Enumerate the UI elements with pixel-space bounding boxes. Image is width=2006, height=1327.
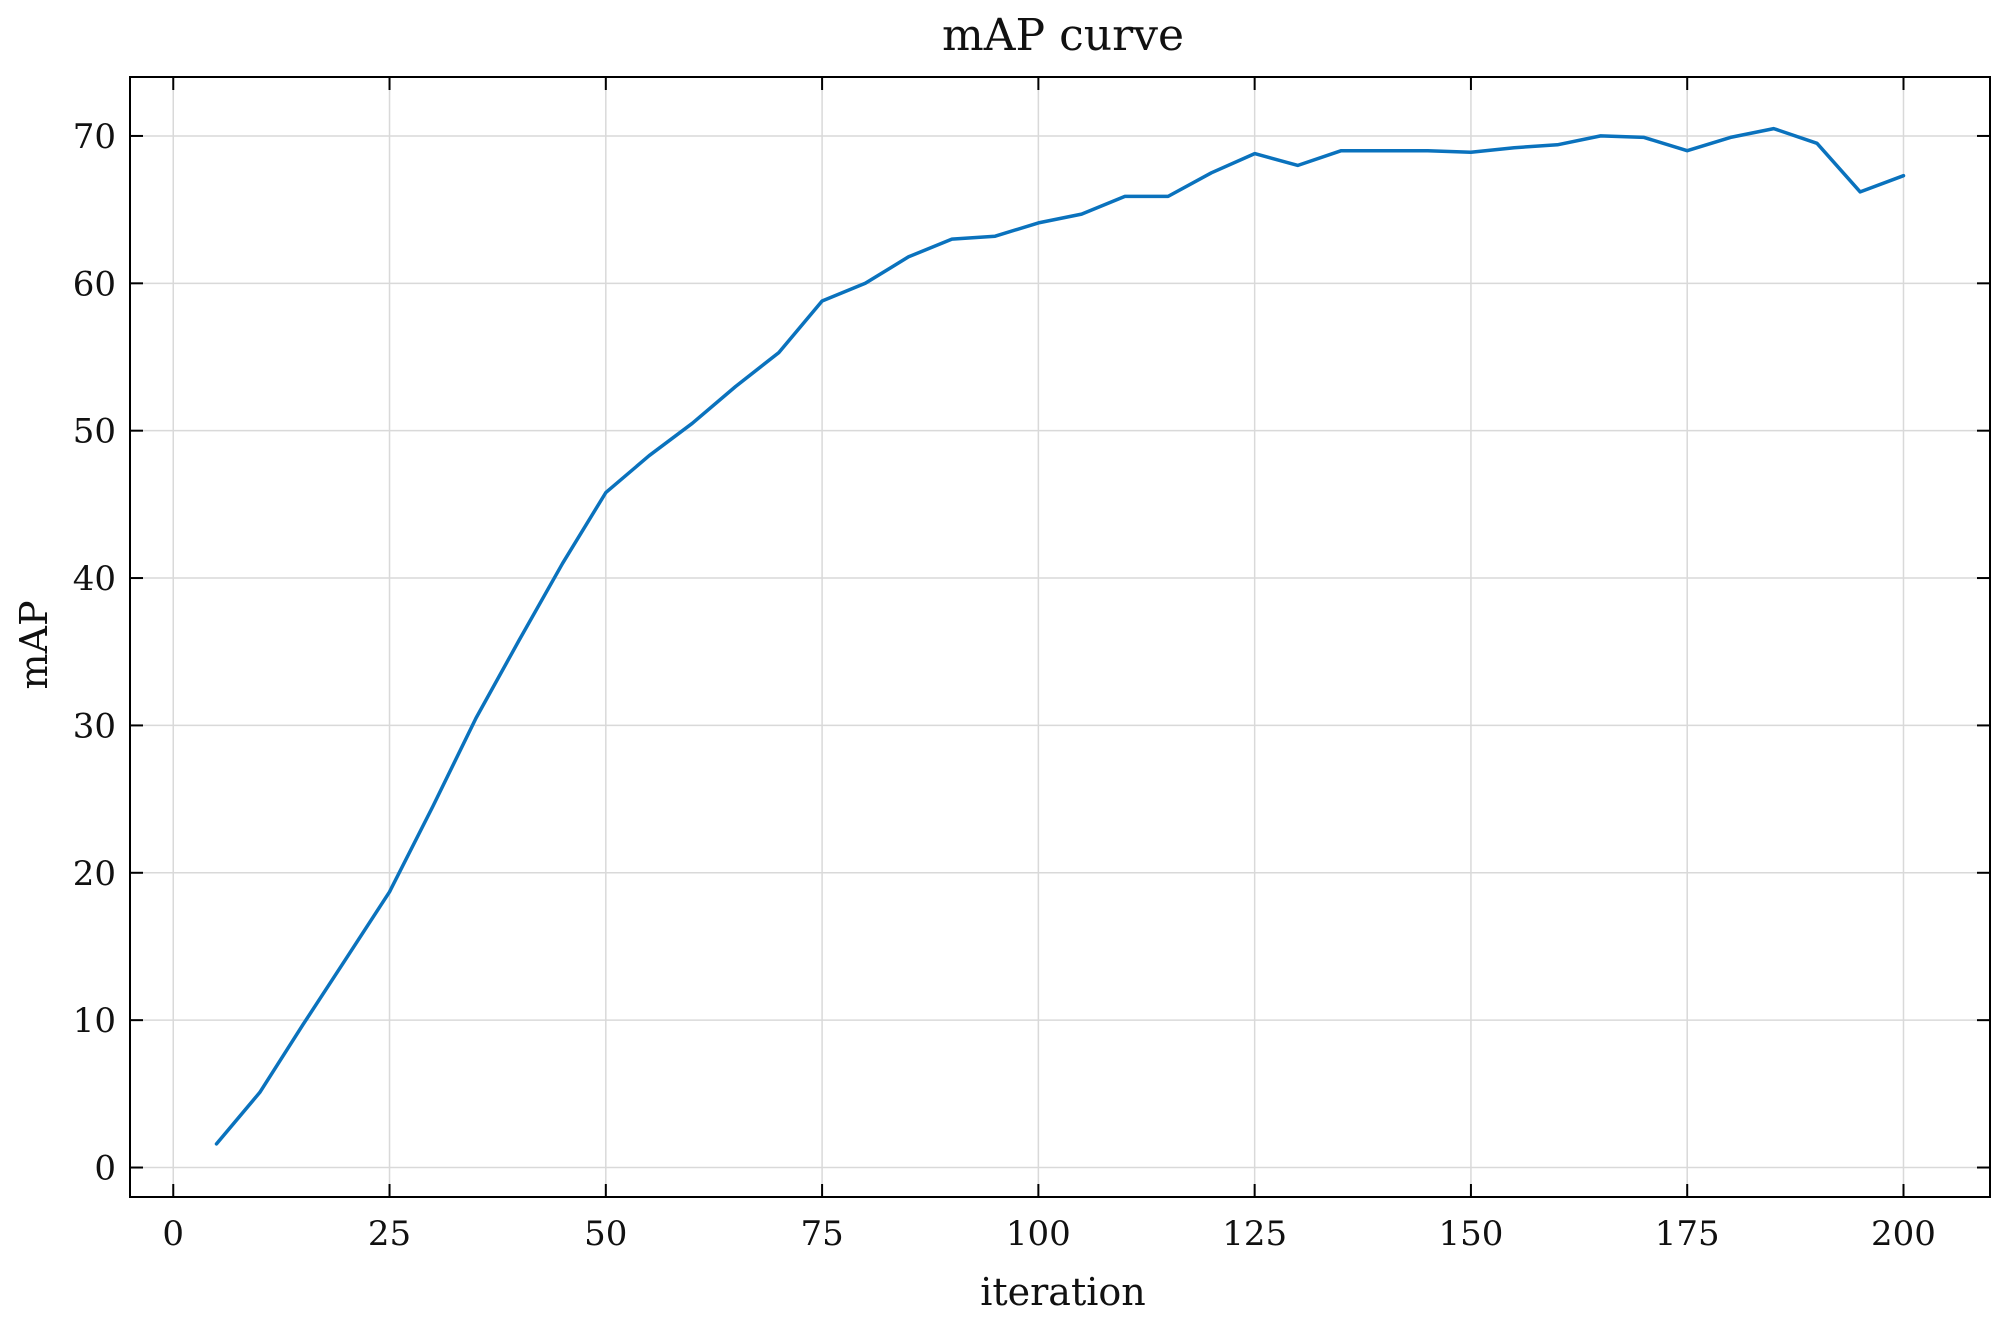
x-tick-label-5: 125 (1222, 1214, 1287, 1254)
axis-ticks (130, 77, 1990, 1197)
y-axis-label: mAP (12, 600, 56, 689)
x-tick-label-3: 75 (800, 1214, 843, 1254)
x-tick-label-8: 200 (1871, 1214, 1936, 1254)
plot-frame (129, 76, 1991, 1198)
x-tick-label-0: 0 (162, 1214, 184, 1254)
x-tick-label-7: 175 (1655, 1214, 1720, 1254)
y-tick-label-2: 20 (73, 854, 116, 894)
y-tick-label-6: 60 (73, 264, 116, 304)
x-tick-label-1: 25 (368, 1214, 411, 1254)
x-tick-label-6: 150 (1438, 1214, 1503, 1254)
y-tick-label-5: 50 (73, 412, 116, 452)
series-line-0 (214, 126, 1906, 1146)
y-tick-label-4: 40 (73, 559, 116, 599)
y-tick-label-0: 0 (94, 1149, 116, 1189)
grid-lines (130, 77, 1990, 1197)
chart-title: mAP curve (942, 10, 1184, 61)
y-tick-label-7: 70 (73, 117, 116, 157)
x-tick-label-4: 100 (1006, 1214, 1071, 1254)
y-tick-label-3: 30 (73, 706, 116, 746)
tick-labels: 0 25 50 75 100 125 150 175 200 0 10 20 30 40 50 60 70 (73, 117, 1936, 1254)
x-axis-label: iteration (980, 1270, 1146, 1314)
series-layer (214, 126, 1906, 1146)
x-tick-label-2: 50 (584, 1214, 627, 1254)
y-tick-label-1: 10 (73, 1001, 116, 1041)
